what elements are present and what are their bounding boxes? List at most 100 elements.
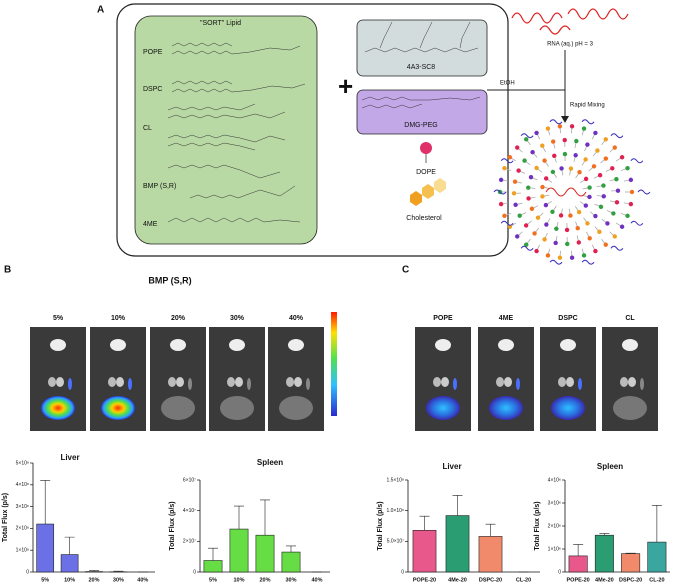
x-tick-label: 10% <box>233 577 244 583</box>
y-tick-label: 6×10⁷ <box>183 477 196 483</box>
panel-label: B <box>4 265 11 276</box>
error-bar <box>286 545 296 553</box>
lipid-head <box>557 124 563 129</box>
ionizable-label: 4A3-SC8 <box>407 64 436 71</box>
x-tick-label: POPE-20 <box>413 577 436 583</box>
lipid-head <box>545 126 551 131</box>
x-tick-label: DSPC-20 <box>479 577 502 583</box>
error-bar <box>64 536 75 555</box>
lipid-head <box>540 194 545 199</box>
organ <box>161 396 195 420</box>
organ <box>279 396 313 420</box>
x-tick-label: 10% <box>64 577 75 583</box>
lipid-head <box>598 204 604 209</box>
peg-chain <box>630 220 644 226</box>
y-tick-label: 2×10⁸ <box>16 526 29 532</box>
lipid-head <box>534 248 539 254</box>
lipid-head <box>587 236 592 241</box>
lipid-head <box>585 142 590 147</box>
y-tick-label: 3×10⁶ <box>548 500 561 506</box>
lipid-head <box>542 237 547 242</box>
error-bar <box>208 547 218 561</box>
lipid-head <box>524 137 529 142</box>
bar <box>594 534 614 573</box>
bar <box>36 523 55 573</box>
organ <box>435 339 451 351</box>
lipid-head <box>603 156 609 161</box>
organ <box>560 339 576 351</box>
x-tick-label: 30% <box>113 577 124 583</box>
y-tick-label: 0 <box>558 569 561 575</box>
peg-chain <box>610 245 624 251</box>
y-tick-label: 2×10⁶ <box>548 523 561 529</box>
lipid-head <box>625 165 630 171</box>
organ <box>613 396 647 420</box>
lipid-head <box>516 168 521 173</box>
lipid-head <box>532 231 537 236</box>
lipid-head <box>544 222 549 227</box>
lipid-name: CL <box>143 125 152 132</box>
x-tick-label: DSPC-20 <box>619 577 642 583</box>
y-tick-label: 0 <box>193 569 196 575</box>
organ <box>558 377 566 387</box>
organ <box>188 378 192 390</box>
lipid-head <box>601 183 606 188</box>
organ <box>620 377 628 387</box>
chart-title: Spleen <box>257 458 283 467</box>
lipid-head <box>568 213 573 218</box>
peg-chain <box>581 119 595 125</box>
y-tick-label: 4×10⁷ <box>183 508 196 514</box>
bar <box>568 555 588 573</box>
error-bar <box>234 505 244 530</box>
lipid-head <box>593 213 598 219</box>
y-axis-title: Total Flux (p/s) <box>377 501 384 550</box>
organ <box>433 377 441 387</box>
rna-strands <box>511 8 629 35</box>
lipid-head <box>523 223 529 228</box>
lipid-head <box>569 124 575 129</box>
lipid-head <box>534 165 539 171</box>
peg-chain <box>549 259 563 265</box>
error-bar <box>599 533 610 536</box>
lipid-head <box>583 203 589 208</box>
error-bar <box>40 480 51 525</box>
x-tick-label: 20% <box>259 577 270 583</box>
organ <box>294 377 302 387</box>
x-tick-label: 4Me-20 <box>448 577 467 583</box>
lipid-head <box>526 185 531 190</box>
lipid-head <box>542 158 547 163</box>
x-tick-label: 4Me-20 <box>595 577 614 583</box>
lipid-head <box>601 194 606 199</box>
nanoparticle <box>493 119 651 265</box>
lipid-head <box>615 188 621 193</box>
y-tick-label: 1.0×10⁸ <box>386 508 404 514</box>
y-tick-label: 5.0×10⁷ <box>387 539 404 545</box>
plus-sign: + <box>338 71 353 101</box>
cholesterol-label: Cholesterol <box>406 215 442 222</box>
organ <box>504 377 512 387</box>
lipid-head <box>587 185 592 190</box>
peg-chain <box>500 158 514 164</box>
lipid-head <box>587 194 592 200</box>
lipid-head <box>557 255 563 260</box>
organ <box>110 339 126 351</box>
error-bar <box>485 523 496 537</box>
lipid-head <box>540 143 545 148</box>
image-label: 20% <box>171 315 186 322</box>
organ <box>128 378 132 390</box>
image-label: 4ME <box>499 315 514 322</box>
chart-title: Liver <box>60 453 79 462</box>
lipid-head <box>605 221 610 226</box>
lipid-head <box>576 240 582 245</box>
rna-label: RNA (aq.) pH = 3 <box>547 42 594 48</box>
lipid-head <box>552 153 557 159</box>
peg-structure <box>361 96 481 109</box>
x-tick-label: POPE-20 <box>567 577 590 583</box>
lipid-head <box>573 153 578 158</box>
panel-label: A <box>97 5 104 16</box>
organ <box>170 339 186 351</box>
peg-chain <box>581 259 595 265</box>
organ <box>566 377 574 387</box>
organ <box>622 339 638 351</box>
lipid-head <box>575 225 580 231</box>
